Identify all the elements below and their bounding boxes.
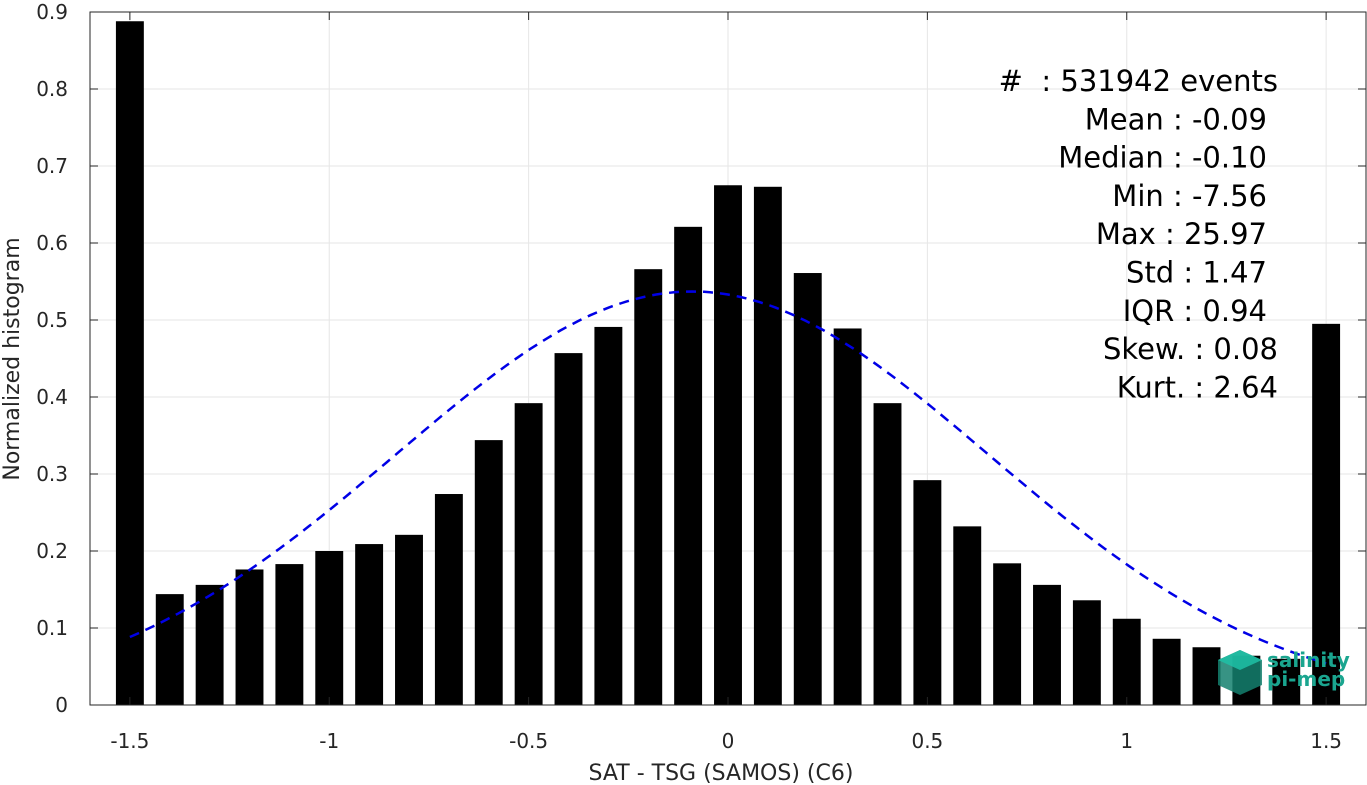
logo-cube-face — [1218, 650, 1262, 670]
histogram-bar — [395, 534, 423, 705]
histogram-bar — [474, 440, 503, 705]
histogram-bar — [1312, 323, 1341, 705]
histogram-bar — [993, 563, 1022, 705]
histogram-bar — [594, 326, 623, 705]
y-axis-label: Normalized histogram — [0, 237, 25, 480]
histogram-bar — [1152, 638, 1181, 705]
x-tick-label: 1.5 — [1310, 729, 1342, 753]
stat-line: Mean : -0.09 — [1085, 102, 1267, 136]
x-tick-label: 0.5 — [911, 729, 943, 753]
histogram-bar — [953, 526, 982, 705]
x-tick-label: 0 — [722, 729, 735, 753]
logo-line2: pi-mep — [1267, 667, 1345, 691]
y-tick-label: 0.5 — [36, 308, 68, 332]
x-axis-label: SAT - TSG (SAMOS) (C6) — [589, 761, 854, 785]
stat-line: Skew. : 0.08 — [1103, 332, 1278, 366]
stat-line: Max : 25.97 — [1096, 217, 1267, 251]
histogram-bar — [155, 594, 184, 705]
histogram-bar — [793, 273, 822, 705]
y-tick-label: 0.4 — [36, 385, 68, 409]
histogram-bar — [1033, 584, 1061, 705]
y-tick-label: 0.2 — [36, 539, 68, 563]
histogram-bar — [115, 21, 144, 706]
histogram-bar — [434, 494, 463, 705]
x-tick-labels: -1.5 -1 -0.5 0 0.5 1 1.5 — [110, 729, 1342, 753]
salinity-pi-mep-logo: salinity pi-mep — [1218, 648, 1350, 695]
histogram-bar — [913, 480, 942, 705]
statistics-annotation: # : 531942 events Mean : -0.09 Median : -0… — [999, 64, 1278, 404]
histogram-bar — [714, 185, 742, 705]
stat-line: IQR : 0.94 — [1123, 294, 1267, 328]
histogram-bar — [275, 564, 304, 705]
stat-line: Std : 1.47 — [1126, 256, 1267, 290]
histogram-bar — [634, 269, 663, 705]
histogram-bar — [355, 544, 384, 705]
x-tick-label: -1.5 — [110, 729, 149, 753]
histogram-bar — [1272, 658, 1301, 705]
histogram-bar — [873, 403, 902, 705]
stat-line: # : 531942 events — [999, 64, 1278, 98]
axis-ticks — [90, 11, 1366, 706]
histogram-bar — [753, 186, 782, 706]
x-tick-label: -0.5 — [509, 729, 548, 753]
histogram-bar — [554, 353, 583, 705]
histogram-bar — [1072, 600, 1101, 705]
y-tick-label: 0.8 — [36, 77, 68, 101]
stat-line: Median : -0.10 — [1058, 141, 1267, 175]
x-tick-label: 1 — [1120, 729, 1133, 753]
histogram-bar — [195, 584, 224, 705]
histogram-bar — [514, 403, 543, 705]
x-tick-label: -1 — [319, 729, 339, 753]
histogram-bar — [235, 569, 264, 705]
histogram-bar — [1192, 647, 1221, 705]
y-tick-label: 0.6 — [36, 231, 68, 255]
histogram-bars — [115, 21, 1341, 706]
histogram-bar — [1112, 618, 1141, 705]
logo-line1: salinity — [1267, 648, 1350, 672]
histogram-bar — [833, 328, 862, 705]
histogram-bar — [674, 226, 703, 705]
y-tick-labels: 0 0.1 0.2 0.3 0.4 0.5 0.6 0.7 0.8 0.9 — [36, 0, 68, 717]
stat-line: Min : -7.56 — [1112, 179, 1267, 213]
y-tick-label: 0.9 — [36, 0, 68, 24]
stat-line: Kurt. : 2.64 — [1117, 370, 1278, 404]
y-tick-label: 0.7 — [36, 154, 68, 178]
y-tick-label: 0.3 — [36, 462, 68, 486]
gaussian-fit-curve — [129, 290, 1327, 665]
histogram-bar — [315, 551, 344, 705]
y-tick-label: 0.1 — [36, 616, 68, 640]
y-tick-label: 0 — [55, 693, 68, 717]
